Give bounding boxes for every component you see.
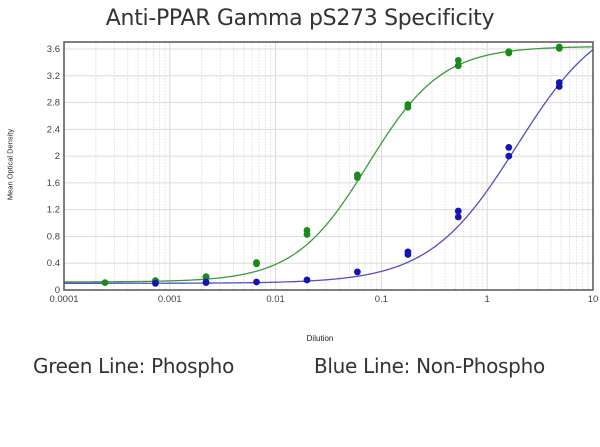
y-tick-label: 3.6 (47, 44, 60, 55)
y-tick-label: 3.2 (47, 71, 60, 82)
data-point (454, 56, 462, 64)
x-tick-label: 0.0001 (49, 294, 78, 305)
y-tick-label: 2.4 (47, 124, 60, 135)
plot-frame (63, 41, 594, 291)
y-tick-label: 0.8 (47, 231, 60, 242)
data-point (303, 227, 311, 234)
data-point (253, 259, 260, 266)
data-point (303, 276, 311, 284)
data-point (454, 213, 462, 221)
x-tick-label: 0.01 (266, 294, 285, 305)
data-point (101, 279, 109, 287)
data-points (101, 43, 563, 287)
y-axis-label: Mean Optical Density (5, 128, 15, 201)
x-tick-label: 0.001 (158, 294, 182, 305)
y-axis-ticks: 0 0.4 0.8 1.2 1.6 2 2.4 2.8 3.2 3.6 (47, 44, 60, 296)
data-point (202, 278, 210, 286)
data-point (253, 278, 260, 286)
fit-curves (63, 46, 594, 284)
data-point (353, 268, 361, 276)
data-point (505, 152, 513, 160)
data-point (404, 101, 412, 108)
data-point (555, 79, 563, 86)
data-point (454, 62, 462, 70)
y-tick-label: 0 (55, 285, 60, 296)
chart-title: Anti-PPAR Gamma pS273 Specificity (105, 6, 495, 31)
x-tick-label: 10 (588, 294, 599, 305)
y-tick-label: 0.4 (47, 258, 60, 269)
y-tick-label: 2 (55, 151, 60, 162)
y-tick-label: 2.8 (47, 98, 60, 109)
fit-curve-phospho (63, 46, 594, 283)
data-point (505, 48, 513, 56)
data-point (404, 248, 412, 256)
x-axis-ticks: 0.0001 0.001 0.01 0.1 1 10 (49, 294, 598, 305)
legend-phospho: Green Line: Phospho (33, 354, 234, 378)
x-tick-label: 0.1 (375, 294, 388, 305)
x-axis-label: Dilution (306, 334, 334, 343)
y-tick-label: 1.6 (47, 178, 60, 189)
data-point (555, 43, 563, 51)
grid-lines (64, 42, 593, 290)
data-point (202, 273, 210, 281)
fit-curve-non-phospho (64, 49, 594, 284)
data-point (152, 279, 159, 287)
data-point (454, 207, 462, 215)
legend-non-phospho: Blue Line: Non-Phospho (314, 354, 545, 378)
data-point (505, 144, 513, 151)
y-tick-label: 1.2 (47, 205, 60, 216)
data-point (353, 171, 361, 179)
x-tick-label: 1 (485, 294, 490, 305)
